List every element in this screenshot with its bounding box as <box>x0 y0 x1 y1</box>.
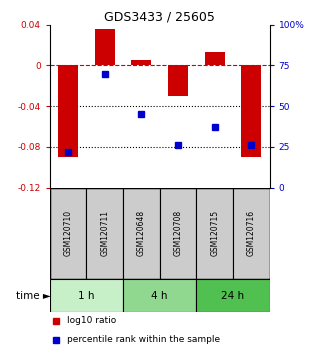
Text: GSM120648: GSM120648 <box>137 210 146 257</box>
FancyBboxPatch shape <box>50 188 86 279</box>
FancyBboxPatch shape <box>123 279 196 312</box>
Text: time ►: time ► <box>16 291 50 301</box>
FancyBboxPatch shape <box>196 188 233 279</box>
FancyBboxPatch shape <box>196 279 270 312</box>
Text: 24 h: 24 h <box>221 291 245 301</box>
Text: GSM120715: GSM120715 <box>210 210 219 257</box>
Bar <box>168 65 188 96</box>
Text: percentile rank within the sample: percentile rank within the sample <box>67 335 221 344</box>
FancyBboxPatch shape <box>123 188 160 279</box>
Bar <box>204 52 225 65</box>
FancyBboxPatch shape <box>86 188 123 279</box>
Text: GSM120710: GSM120710 <box>64 210 73 257</box>
FancyBboxPatch shape <box>233 188 270 279</box>
Bar <box>241 65 261 157</box>
Bar <box>95 29 115 65</box>
Text: log10 ratio: log10 ratio <box>67 316 117 325</box>
Text: GSM120716: GSM120716 <box>247 210 256 257</box>
Text: GSM120711: GSM120711 <box>100 210 109 256</box>
Bar <box>131 61 152 65</box>
Text: 4 h: 4 h <box>152 291 168 301</box>
Text: GSM120708: GSM120708 <box>174 210 183 257</box>
FancyBboxPatch shape <box>160 188 196 279</box>
Bar <box>58 65 78 157</box>
Text: 1 h: 1 h <box>78 291 95 301</box>
Title: GDS3433 / 25605: GDS3433 / 25605 <box>104 11 215 24</box>
FancyBboxPatch shape <box>50 279 123 312</box>
